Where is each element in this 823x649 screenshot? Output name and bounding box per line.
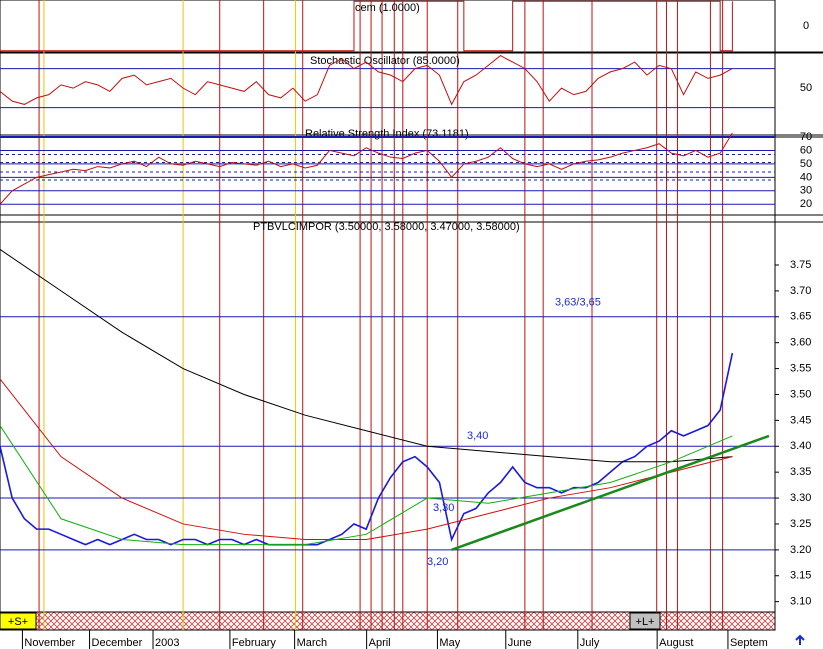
- y-tick-label: 3.70: [790, 285, 811, 297]
- chart-title: PTBVLCIMPOR (3.50000, 3.58000, 3.47000, …: [253, 221, 520, 233]
- y-tick-label: 3.10: [790, 596, 811, 608]
- panel-title: Stochastic Oscillator (85.0000): [310, 55, 460, 67]
- indicator-line: [0, 132, 733, 205]
- marker-label: +L+: [636, 616, 655, 628]
- signal-bar: [0, 611, 776, 631]
- y-tick-label: 0: [803, 20, 809, 32]
- y-tick-label: 3.35: [790, 466, 811, 478]
- plot-frame: [0, 0, 776, 613]
- y-tick-label: 3.40: [790, 440, 811, 452]
- level-label: 3,63/3,65: [555, 297, 601, 309]
- y-tick-label: 3.30: [790, 492, 811, 504]
- y-tick-label: 40: [800, 171, 812, 183]
- price-line: [0, 425, 733, 546]
- x-tick-label: June: [508, 637, 532, 649]
- x-tick-label: August: [659, 637, 693, 649]
- x-tick-label: Septem: [730, 637, 768, 649]
- marker-box: [0, 612, 37, 630]
- indicator-line: [0, 55, 733, 106]
- panel-title: Relative Strength Index (73.1181): [305, 128, 469, 140]
- marker-label: +S+: [8, 616, 28, 628]
- x-tick-label: March: [297, 637, 328, 649]
- x-tick-label: April: [369, 637, 391, 649]
- price-line: [0, 249, 733, 463]
- y-tick-label: 3.75: [790, 259, 811, 271]
- price-line: [0, 378, 733, 540]
- level-label: 3,30: [433, 502, 454, 514]
- x-tick-label: 2003: [155, 637, 179, 649]
- y-tick-label: 60: [800, 144, 812, 156]
- level-label: 3,20: [427, 556, 448, 568]
- y-tick-label: 3.15: [790, 570, 811, 582]
- panel-title: cem (1.0000): [355, 2, 420, 14]
- y-tick-label: 3.55: [790, 362, 811, 374]
- y-tick-label: 3.20: [790, 544, 811, 556]
- price-line: [451, 434, 770, 552]
- marker-box: [629, 612, 661, 630]
- x-tick-label: December: [92, 637, 143, 649]
- level-label: 3,40: [467, 430, 488, 442]
- x-tick-label: February: [232, 637, 277, 649]
- scroll-arrow[interactable]: [795, 634, 805, 645]
- y-tick-label: 30: [800, 185, 812, 197]
- x-tick-label: May: [439, 637, 460, 649]
- y-tick-label: 3.65: [790, 311, 811, 323]
- y-tick-label: 70: [800, 131, 812, 143]
- indicator-line: [0, 0, 733, 52]
- y-tick-label: 3.45: [790, 414, 811, 426]
- y-tick-label: 20: [800, 198, 812, 210]
- y-tick-label: 50: [800, 82, 812, 94]
- y-tick-label: 3.60: [790, 337, 811, 349]
- x-tick-label: November: [24, 637, 75, 649]
- y-tick-label: 3.50: [790, 388, 811, 400]
- y-tick-label: 3.25: [790, 518, 811, 530]
- y-tick-label: 50: [800, 158, 812, 170]
- x-tick-label: July: [580, 637, 600, 649]
